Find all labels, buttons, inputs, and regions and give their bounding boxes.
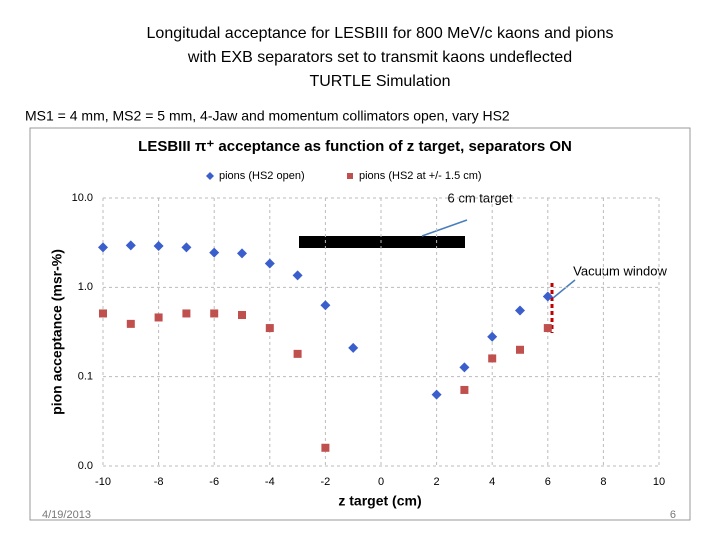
x-tick-label: -8 bbox=[154, 476, 164, 488]
slide-title: Longitudal acceptance for LESBIII for 80… bbox=[147, 25, 614, 42]
y-tick-label: 10.0 bbox=[72, 192, 93, 204]
subtitle: MS1 = 4 mm, MS2 = 5 mm, 4-Jaw and moment… bbox=[25, 108, 510, 124]
point bbox=[487, 331, 498, 342]
point bbox=[182, 309, 191, 318]
x-axis-label: z target (cm) bbox=[338, 493, 421, 509]
arrow bbox=[552, 279, 576, 299]
annotation: Vacuum window bbox=[573, 263, 667, 278]
legend-label: pions (HS2 at +/- 1.5 cm) bbox=[359, 170, 482, 182]
x-tick-label: 8 bbox=[600, 476, 606, 488]
point bbox=[321, 443, 330, 452]
point bbox=[237, 248, 247, 259]
x-tick-label: -4 bbox=[265, 476, 275, 488]
point bbox=[320, 300, 331, 311]
point bbox=[488, 354, 497, 363]
x-tick-label: 6 bbox=[545, 476, 551, 488]
point bbox=[181, 242, 192, 253]
y-tick-label: 0.0 bbox=[78, 460, 93, 472]
target-bar bbox=[299, 236, 465, 248]
chart-frame bbox=[29, 127, 691, 521]
annotation: 6 cm target bbox=[447, 190, 512, 205]
slide-title: with EXB separators set to transmit kaon… bbox=[187, 49, 572, 66]
page-number: 6 bbox=[670, 509, 676, 521]
point bbox=[209, 247, 220, 258]
point bbox=[293, 349, 302, 358]
legend-marker bbox=[206, 172, 214, 180]
x-tick-label: 10 bbox=[653, 476, 665, 488]
point bbox=[126, 319, 135, 328]
point bbox=[98, 242, 108, 253]
x-tick-label: -6 bbox=[209, 476, 219, 488]
chart-title: LESBIII π⁺ acceptance as function of z t… bbox=[138, 138, 572, 155]
point bbox=[238, 311, 246, 320]
x-tick-label: -10 bbox=[95, 476, 111, 488]
slide-title: TURTLE Simulation bbox=[309, 73, 450, 90]
point bbox=[265, 324, 274, 333]
y-axis-label: pion acceptance (msr-%) bbox=[49, 249, 65, 415]
legend-marker bbox=[347, 173, 353, 179]
x-tick-label: 0 bbox=[378, 476, 384, 488]
point bbox=[210, 309, 219, 318]
arrow bbox=[421, 219, 468, 237]
point bbox=[516, 345, 524, 354]
point bbox=[125, 240, 136, 251]
x-tick-label: -2 bbox=[321, 476, 331, 488]
x-tick-label: 4 bbox=[489, 476, 495, 488]
point bbox=[153, 241, 164, 252]
point bbox=[264, 258, 275, 269]
point bbox=[515, 305, 525, 316]
y-tick-label: 1.0 bbox=[78, 281, 93, 293]
y-tick-label: 0.1 bbox=[78, 371, 93, 383]
point bbox=[154, 313, 163, 322]
point bbox=[348, 342, 359, 353]
point bbox=[542, 291, 553, 302]
point bbox=[292, 270, 303, 281]
footer-date: 4/19/2013 bbox=[42, 509, 91, 521]
point bbox=[431, 389, 442, 400]
point bbox=[543, 324, 552, 333]
point bbox=[459, 362, 470, 373]
point bbox=[99, 309, 107, 318]
x-tick-label: 2 bbox=[434, 476, 440, 488]
legend-label: pions (HS2 open) bbox=[219, 170, 305, 182]
point bbox=[460, 385, 469, 394]
